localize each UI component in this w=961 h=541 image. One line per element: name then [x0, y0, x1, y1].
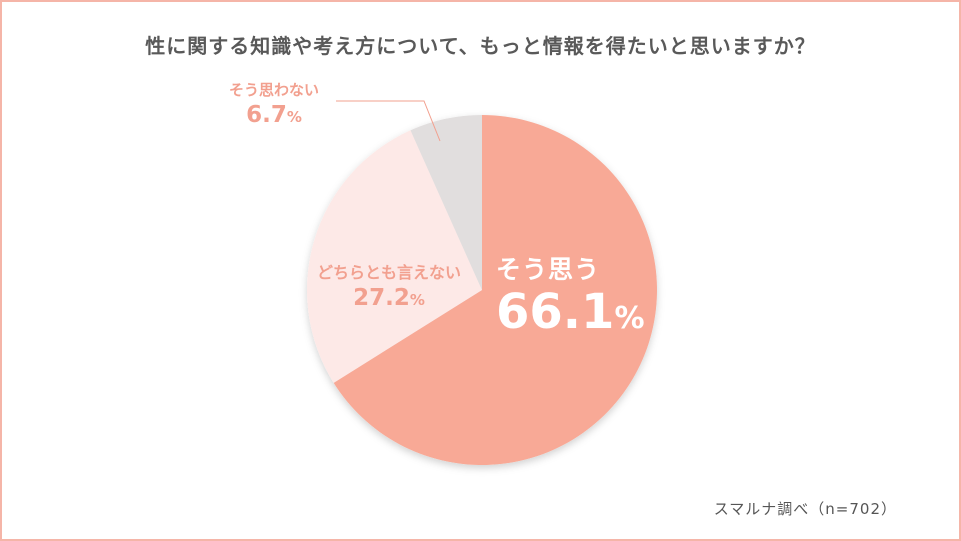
- leader-line: [336, 100, 441, 142]
- slice-value-yes: 66.1: [496, 283, 615, 340]
- slice-label-no: そう思わない 6.7%: [218, 82, 330, 128]
- slice-category-neither: どちらとも言えない: [316, 263, 461, 282]
- slice-category-no: そう思わない: [228, 81, 319, 99]
- pie-slice-neither: [307, 130, 482, 383]
- slice-unit-no: %: [286, 107, 302, 126]
- slice-unit-yes: %: [614, 300, 645, 336]
- pie-slice-no: [410, 115, 482, 290]
- source-note: スマルナ調べ（n=702）: [713, 500, 897, 518]
- slice-value-neither: 27.2: [353, 284, 410, 311]
- slice-label-yes: そう思う 66.1%: [496, 256, 645, 338]
- slice-value-no: 6.7: [246, 101, 287, 128]
- chart-title: 性に関する知識や考え方について、もっと情報を得たいと思いますか？: [145, 34, 816, 58]
- slice-label-neither: どちらとも言えない 27.2%: [308, 264, 470, 311]
- pie-slice-yes: [333, 115, 657, 466]
- slice-category-yes: そう思う: [496, 255, 601, 284]
- slice-unit-neither: %: [409, 290, 425, 309]
